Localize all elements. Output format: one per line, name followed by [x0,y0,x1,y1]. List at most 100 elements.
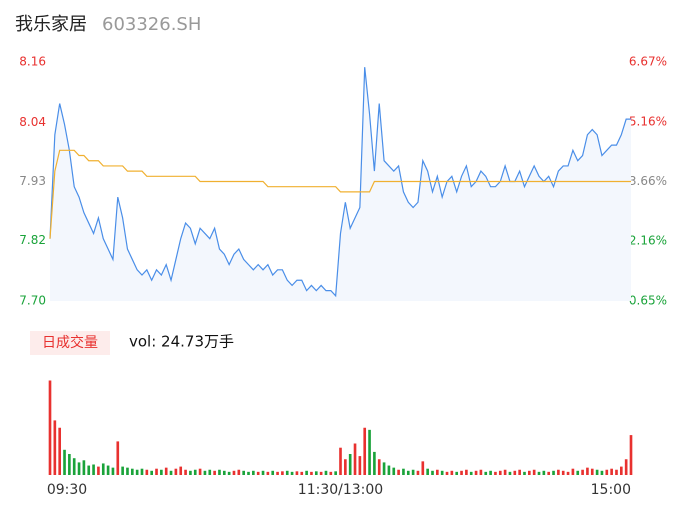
volume-bar [169,470,173,475]
volume-bar [305,470,308,475]
volume-bar [605,469,609,475]
y-tick-label: 7.70 [19,294,46,308]
volume-bar [561,470,565,475]
volume-bar [411,469,415,475]
volume-bar [489,470,492,475]
y2-tick-label: 0.65% [629,294,667,308]
series-line [49,149,631,239]
volume-bar [106,465,110,475]
volume-bar [126,467,129,475]
volume-bar [445,471,449,475]
y2-tick-label: 3.66% [629,174,667,188]
volume-bar [397,469,400,475]
volume-bar [358,456,362,475]
volume-bar [208,469,212,475]
volume-bar [314,471,318,475]
volume-bar [227,471,231,475]
volume-bar [247,471,250,475]
volume-bar [53,420,57,475]
volume-bar [285,470,289,475]
volume-bar [416,470,420,475]
volume-bar [174,468,178,475]
volume-bar [203,470,207,475]
volume-bar [135,469,139,475]
volume-bar [610,468,613,475]
volume-bar [193,469,197,475]
volume-bar [281,471,284,475]
volume-bar [377,459,381,475]
volume-bar [373,451,376,475]
volume-bar [121,466,124,475]
volume-button[interactable]: 日成交量 [42,334,98,351]
volume-bar [222,470,226,475]
volume-bar [537,471,541,475]
volume-bar [58,427,62,475]
volume-bar [48,380,52,475]
volume-bar [503,469,507,475]
volume-bar [421,461,425,475]
volume-bar [474,470,478,475]
volume-bar [590,468,594,475]
volume-bar [101,463,105,475]
volume-bar [63,449,66,475]
stock-code: 603326.SH [102,14,201,35]
stock-name: 我乐家居 [15,14,87,35]
volume-bar [450,470,454,475]
volume-bar [179,466,183,475]
volume-bar [629,435,633,475]
volume-bar [339,447,342,475]
volume-bar [155,468,158,475]
volume-bar [72,458,76,475]
x-tick-label: 11:30/13:00 [298,482,383,498]
volume-bar [460,470,463,475]
volume-bar [68,454,71,475]
volume-bar [547,471,551,475]
volume-bar [116,441,120,475]
volume-bar [508,471,512,475]
volume-bar [532,469,536,475]
volume-bar [465,469,468,475]
volume-bar [295,471,299,475]
volume-bar [387,465,391,475]
volume-bar [164,467,168,475]
volume-bar [77,462,81,475]
volume-bar [368,429,371,475]
volume-bar [363,427,367,475]
volume-bar [150,470,153,475]
volume-bar [87,465,91,475]
volume-bar [319,471,323,475]
volume-bar [426,468,429,475]
volume-bar [232,470,236,475]
volume-bar [402,468,405,475]
volume-bar [479,469,483,475]
volume-bar [353,443,357,475]
volume-bar [528,470,531,475]
series-line [49,67,631,298]
volume-label: vol: 24.73万手 [129,333,234,351]
volume-bar [160,469,163,475]
volume-button-bg[interactable] [30,331,110,355]
volume-bar [581,469,584,475]
volume-bar [392,467,396,475]
volume-bar [595,469,599,475]
volume-bar [130,468,134,475]
volume-bar [566,471,570,475]
volume-bar [586,467,589,475]
volume-bar [469,471,473,475]
volume-bar [436,469,439,475]
y-tick-label: 7.82 [19,233,46,247]
volume-bar [145,469,149,475]
volume-bar [184,469,187,475]
volume-bar [242,470,245,475]
volume-bar [494,471,497,475]
volume-bar [252,470,255,475]
volume-bar [97,466,100,475]
volume-bar [324,470,328,475]
volume-bar [290,471,294,475]
volume-bar [276,471,279,475]
volume-bar [344,459,347,475]
volume-bar [484,471,488,475]
price-area [50,67,631,302]
volume-bar [615,469,618,475]
volume-bar [140,468,144,475]
